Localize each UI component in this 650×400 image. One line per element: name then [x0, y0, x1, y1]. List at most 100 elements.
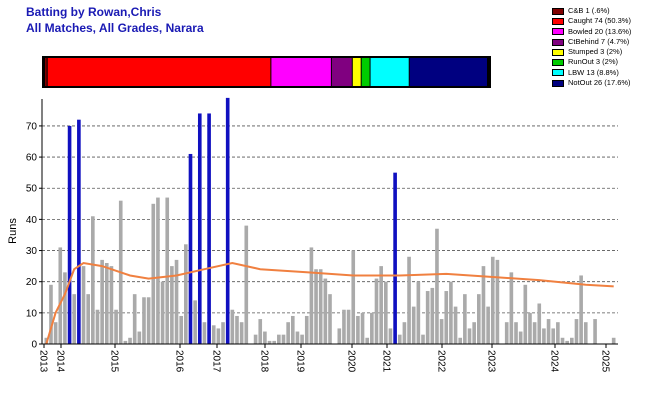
x-tick-label: 2021 — [381, 350, 392, 373]
bar-out — [132, 294, 137, 344]
bar-out — [221, 322, 225, 344]
bar-out — [49, 284, 53, 344]
bar-out — [267, 340, 272, 344]
bar-out — [95, 309, 100, 344]
bar-out — [551, 328, 556, 344]
legend-label: C&B 1 (.6%) — [568, 6, 610, 15]
bar-out — [314, 269, 318, 344]
x-tick-label: 2018 — [259, 350, 270, 373]
bar-out — [416, 281, 421, 344]
bar-out — [472, 322, 476, 344]
bar-out — [174, 259, 179, 344]
bar-out — [300, 334, 304, 344]
bar-out — [583, 322, 588, 344]
bar-out — [514, 322, 518, 344]
bar-out — [239, 322, 244, 344]
bar-out — [342, 309, 346, 344]
bar-out — [542, 328, 546, 344]
bar-out — [449, 281, 453, 344]
bar-out — [146, 297, 151, 344]
bar-out — [532, 322, 537, 344]
y-tick-label: 60 — [26, 153, 38, 164]
bar-out — [476, 294, 481, 344]
bar-out — [253, 334, 258, 344]
bar-out — [495, 259, 500, 344]
dismissal-stacked-bar — [42, 56, 491, 88]
legend-swatch — [552, 17, 564, 25]
bar-out — [570, 337, 574, 344]
bar-out — [365, 337, 370, 344]
legend-item: Stumped 3 (2%) — [552, 47, 631, 57]
bar-not-out — [225, 97, 230, 344]
bar-out — [463, 294, 467, 344]
bar-out — [323, 278, 328, 344]
bar-out — [258, 319, 263, 344]
axes: 0 10 20 30 40 50 60 70 2013 2014 2015 2016 2017 2018 2… — [26, 99, 618, 373]
bar-out — [53, 322, 58, 344]
legend-label: Stumped 3 (2%) — [568, 47, 623, 57]
bar-out — [523, 284, 528, 344]
bar-out — [128, 337, 132, 344]
bar-out — [211, 325, 216, 344]
bar-out — [560, 337, 565, 344]
legend: C&B 1 (.6%) Caught 74 (50.3%) Bowled 20 (1… — [552, 6, 631, 88]
y-tick-label: 20 — [26, 277, 38, 288]
bar-out — [123, 340, 128, 344]
x-tick-label: 2025 — [600, 350, 611, 373]
bar-out — [439, 319, 444, 344]
bar-out — [230, 309, 235, 344]
bar-not-out — [393, 172, 397, 344]
bar-out — [72, 294, 77, 344]
legend-item: RunOut 3 (2%) — [552, 57, 631, 67]
bar-out — [104, 263, 109, 344]
x-tick-label: 2016 — [174, 350, 185, 373]
y-tick-label: 30 — [26, 246, 38, 257]
bar-out — [337, 328, 342, 344]
bar-out — [556, 322, 560, 344]
x-tick-label: 2023 — [486, 350, 497, 373]
bar-out — [137, 331, 142, 344]
bar-out — [295, 331, 300, 344]
bar-out — [244, 225, 249, 344]
bar-out — [444, 291, 449, 344]
bar-out — [374, 278, 379, 344]
x-tick-label: 2024 — [549, 350, 560, 373]
bar-out — [411, 306, 416, 344]
bar-out — [202, 322, 207, 344]
bar-out — [397, 334, 402, 344]
bar-out — [421, 334, 425, 344]
bar-out — [114, 309, 118, 344]
legend-swatch — [552, 28, 564, 36]
bar-out — [579, 275, 583, 344]
bar-out — [86, 294, 90, 344]
bar-out — [100, 259, 104, 344]
y-tick-label: 70 — [26, 121, 38, 132]
bar-out — [425, 291, 430, 344]
y-axis-label: Runs — [7, 218, 19, 244]
legend-swatch — [552, 69, 564, 77]
bar-out — [574, 319, 579, 344]
bar-out — [388, 328, 393, 344]
bar-out — [81, 266, 86, 344]
stacked-segment-stumped — [352, 58, 361, 86]
bar-out — [235, 315, 239, 344]
y-tick-label: 10 — [26, 308, 38, 319]
stacked-segment-ctbehind — [331, 58, 352, 86]
bar-out — [528, 312, 532, 344]
legend-swatch — [552, 79, 564, 87]
bar-not-out — [197, 113, 202, 344]
bar-out — [379, 266, 383, 344]
bar-out — [63, 272, 67, 344]
stacked-segment-bowled — [271, 58, 331, 86]
grid-lines — [42, 125, 618, 314]
bar-out — [304, 315, 309, 344]
bar-out — [481, 266, 486, 344]
legend-label: Bowled 20 (13.6%) — [568, 26, 632, 36]
legend-label: NotOut 26 (17.6%) — [568, 78, 631, 88]
bar-out — [370, 312, 374, 344]
bar-out — [611, 337, 616, 344]
bar-out — [277, 334, 281, 344]
bar-out — [504, 322, 509, 344]
stacked-segment-notout — [409, 58, 487, 86]
